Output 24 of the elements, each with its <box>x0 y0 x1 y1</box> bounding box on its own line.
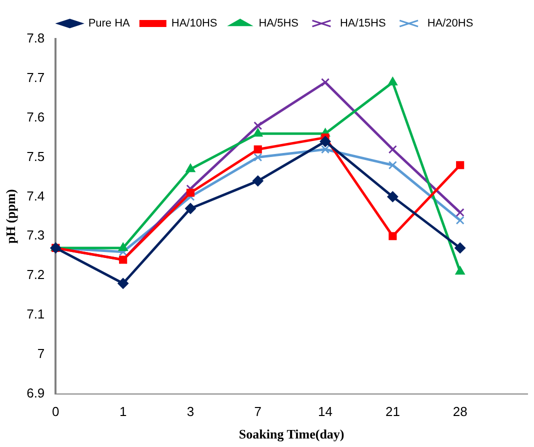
x-tick-label: 1 <box>119 404 127 420</box>
y-tick-label: 7.6 <box>26 109 45 124</box>
x-tick-label: 0 <box>52 404 60 420</box>
y-tick-label: 7.3 <box>26 228 45 243</box>
y-tick-label: 7.1 <box>26 306 45 322</box>
legend-label: HA/15HS <box>340 18 386 30</box>
x-tick-label: 14 <box>318 404 333 420</box>
y-tick-label: 7.5 <box>26 148 45 164</box>
legend-label: HA/5HS <box>258 18 298 30</box>
y-tick-label: 7.2 <box>26 267 45 282</box>
x-tick-label: 21 <box>385 404 400 420</box>
y-tick-label: 6.9 <box>26 385 45 400</box>
y-tick-label: 7 <box>37 346 45 361</box>
legend-label: HA/20HS <box>427 18 474 30</box>
y-tick-label: 7.8 <box>26 30 45 46</box>
y-tick-label: 7.4 <box>26 188 45 204</box>
legend-label: HA/10HS <box>171 18 218 30</box>
legend-label: Pure HA <box>88 18 131 30</box>
x-tick-label: 7 <box>254 404 262 420</box>
y-tick-label: 7.7 <box>26 70 45 85</box>
x-tick-label: 28 <box>452 404 468 420</box>
y-axis-title: pH (ppm) <box>3 189 18 244</box>
x-tick-label: 3 <box>186 404 194 420</box>
x-axis-title: Soaking Time(day) <box>238 426 344 442</box>
